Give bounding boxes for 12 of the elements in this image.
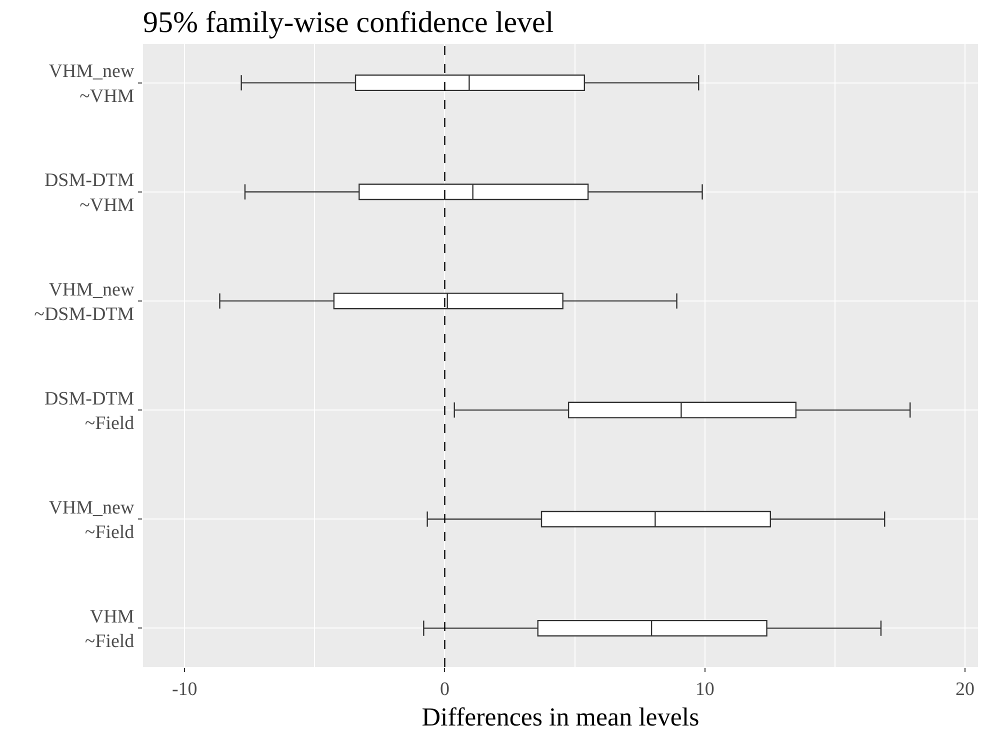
x-axis-title: Differences in mean levels [422,702,700,732]
chart-title: 95% family-wise confidence level [143,6,554,40]
x-tick-label: -10 [172,678,198,700]
y-tick-label: DSM-DTM ~VHM [44,170,134,216]
y-tick-label: VHM_new ~VHM [48,61,134,107]
y-tick-label: VHM ~Field [84,606,135,652]
y-tick-label: DSM-DTM ~Field [44,388,135,434]
x-tick-label: 10 [695,678,714,700]
x-tick-label: 0 [440,678,450,700]
y-tick-label: VHM_new ~Field [48,497,135,544]
x-tick-label: 20 [955,678,974,700]
y-tick-label: VHM_new ~DSM-DTM [34,279,134,325]
